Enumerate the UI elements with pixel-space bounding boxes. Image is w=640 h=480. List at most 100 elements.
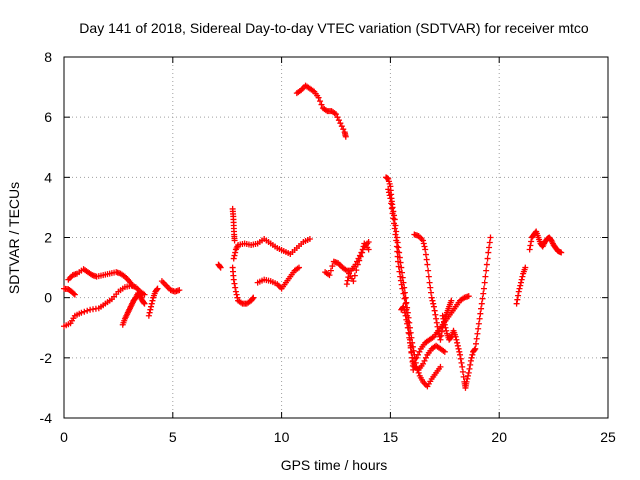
data-point [453,336,460,343]
x-tick-label: 20 [491,429,507,445]
y-axis-label: SDTVAR / TECUs [6,182,22,294]
data-point [447,334,454,341]
data-point [337,120,344,127]
data-point [231,280,238,287]
data-point [391,220,398,227]
data-point [414,351,421,358]
y-tick-label: 6 [44,109,52,125]
data-point [465,369,472,376]
data-point [452,333,459,340]
data-point [335,117,342,124]
data-point [408,349,415,356]
data-point [427,284,434,291]
data-point [395,263,402,270]
data-point [338,123,345,130]
data-point [353,267,360,274]
data-point [217,264,224,271]
data-point [465,372,472,379]
data-point [477,310,484,317]
data-point [402,300,409,307]
series-trace-f [158,278,183,295]
data-point [84,307,91,314]
data-point [399,285,406,292]
data-point [431,307,438,314]
data-point [387,195,394,202]
series-trace-i [229,264,257,307]
data-point [480,290,487,297]
data-point [148,300,155,307]
y-tick-label: -4 [40,410,53,426]
data-point [420,240,427,247]
data-point [250,294,257,301]
data-point [306,236,313,243]
data-point [315,94,322,101]
data-point [356,257,363,264]
data-point [394,248,401,255]
data-point [386,192,393,199]
data-point [425,273,432,280]
data-point [486,239,493,246]
data-point [145,312,152,319]
data-point [401,306,408,313]
data-point [249,295,256,302]
series-trace-a [61,285,78,298]
data-point [232,249,239,256]
data-point [388,205,395,212]
data-point [422,246,429,253]
data-point [395,258,402,265]
data-point [393,237,400,244]
data-point [455,345,462,352]
data-point [416,348,423,355]
data-point [517,279,524,286]
data-point [420,360,427,367]
data-point [154,285,161,292]
data-point [528,238,535,245]
data-point [404,324,411,331]
data-point [519,273,526,280]
data-point [397,273,404,280]
data-point [333,111,339,118]
data-point [472,345,479,352]
data-point [296,264,303,271]
data-point [81,308,88,315]
series-trace-e [145,285,161,319]
data-point [458,359,465,366]
data-point [522,264,529,271]
data-point [354,261,361,268]
data-point [474,330,481,337]
data-point [365,246,372,253]
data-point [517,282,524,289]
data-point [464,375,471,382]
series-trace-s [411,231,455,343]
data-point [340,126,347,133]
data-point [487,234,494,241]
data-point [437,336,444,343]
points-layer [61,82,565,391]
data-point [518,276,525,283]
data-point [438,332,445,339]
data-point [457,351,464,358]
data-point [448,297,455,304]
series-trace-u [513,264,529,307]
data-point [440,315,447,322]
series-trace-h [229,205,238,244]
series-trace-n [343,240,372,288]
data-point [389,204,396,211]
data-point [388,200,395,207]
data-point [365,239,372,246]
data-point [483,261,490,268]
data-point [457,355,464,362]
y-tick-label: 4 [44,169,52,185]
data-point [460,373,467,380]
data-point [403,299,410,306]
data-point [233,291,240,298]
data-point [422,251,429,258]
data-point [527,242,534,249]
x-tick-label: 10 [274,429,290,445]
data-point [70,290,77,297]
data-point [442,324,449,331]
data-point [406,339,413,346]
x-tick-label: 15 [383,429,399,445]
data-point [402,312,409,319]
